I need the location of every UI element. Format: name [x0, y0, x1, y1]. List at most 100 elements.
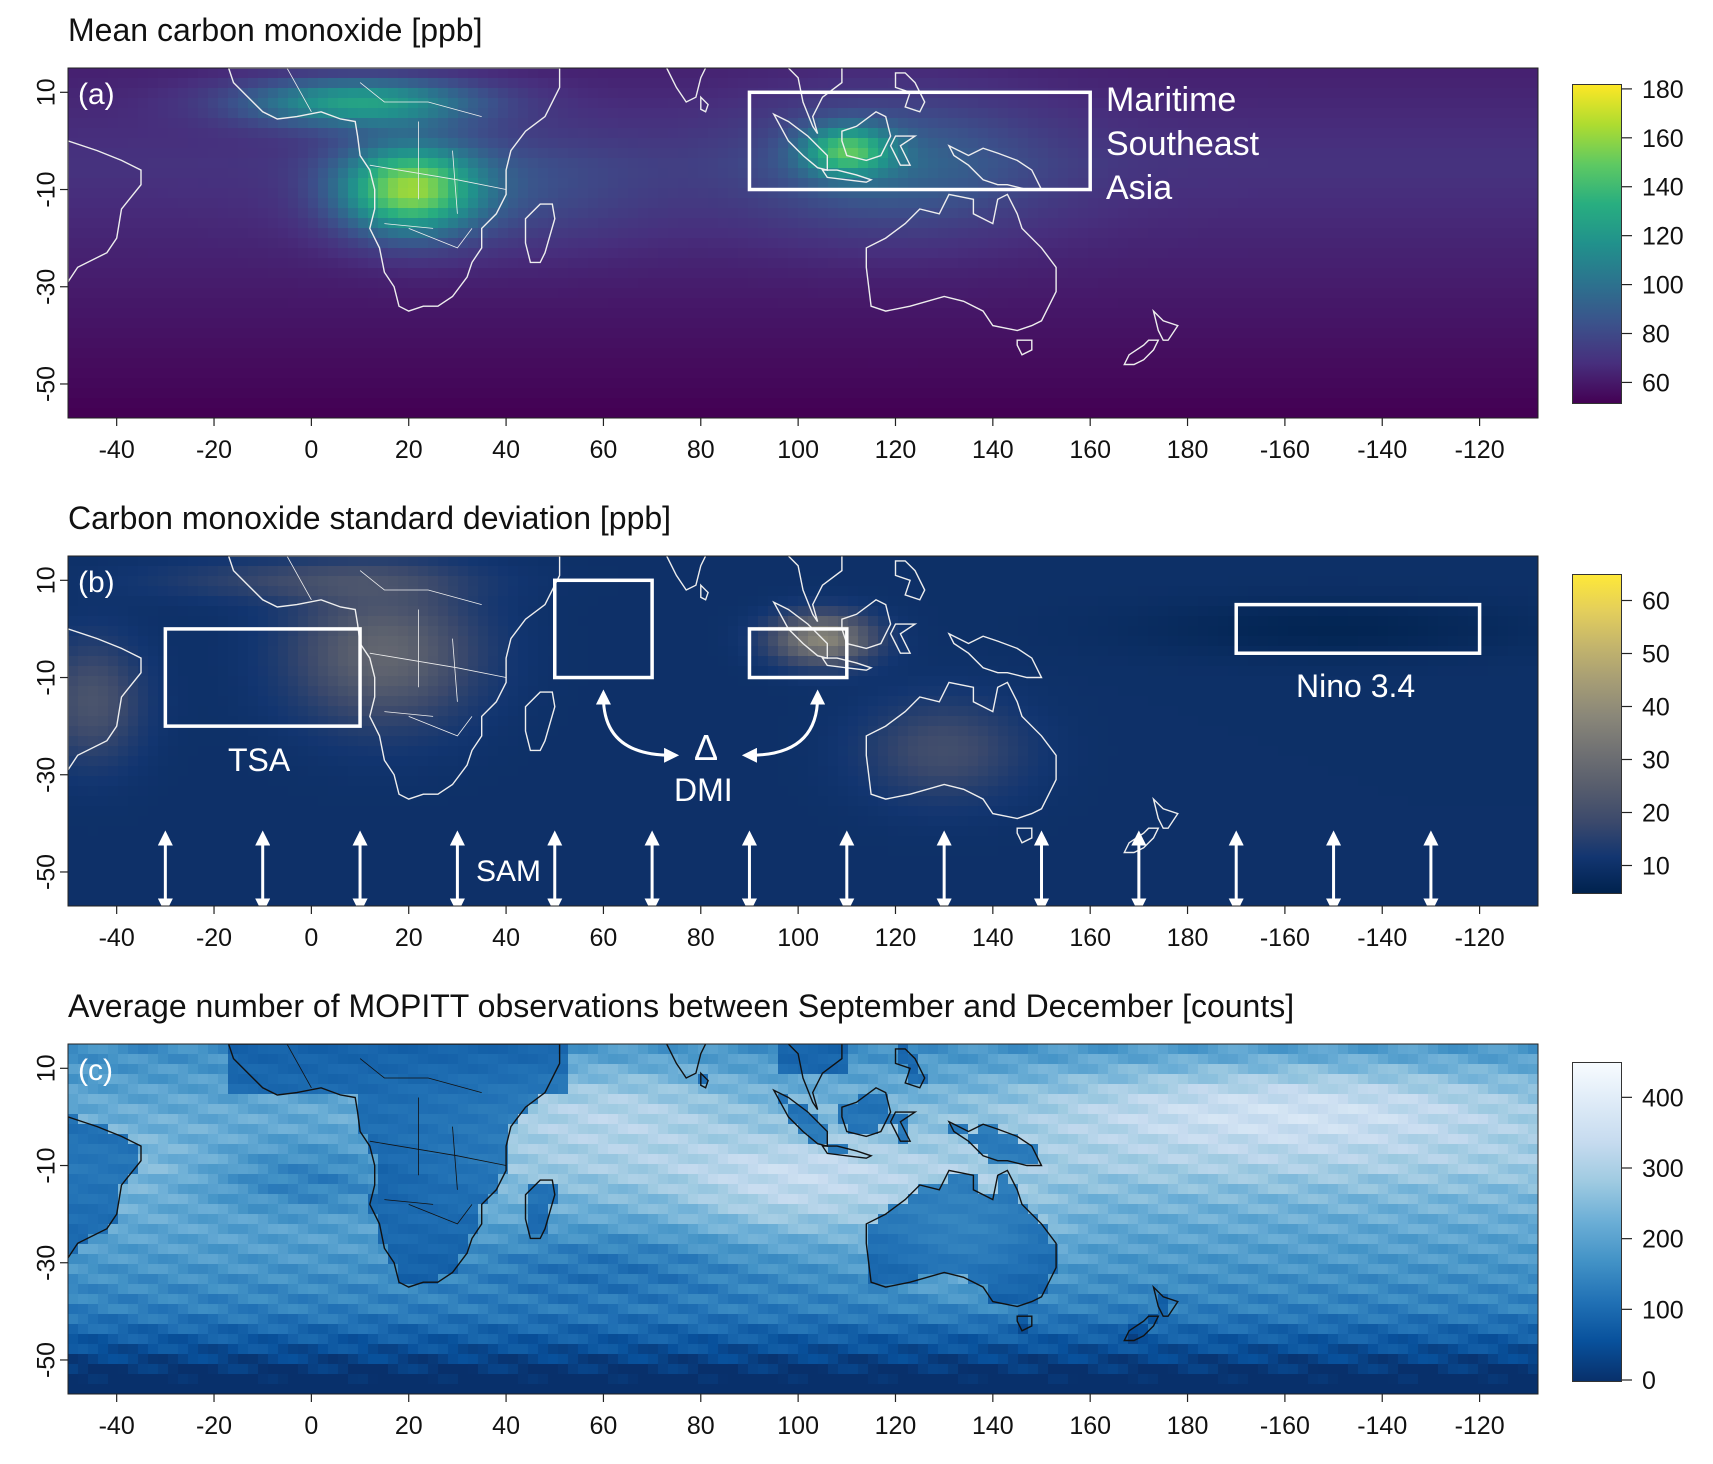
border-line: [369, 164, 507, 190]
region-box: [747, 627, 849, 680]
coastline-india: [666, 556, 707, 591]
coastline-africa: [227, 68, 561, 312]
x-tick-label: 40: [492, 924, 520, 952]
y-tick-label: -50: [33, 366, 61, 402]
x-tick-label: -140: [1357, 1412, 1407, 1440]
coastline-sulawesi: [889, 623, 918, 654]
panel-b-letter: (b): [78, 566, 115, 599]
x-tick-label: 140: [972, 436, 1014, 464]
x-tick-label: -40: [99, 1412, 135, 1440]
coastline-nzs: [1123, 1315, 1160, 1342]
y-tick-label: -30: [33, 269, 61, 305]
coastline-borneo: [841, 110, 892, 162]
x-tick-label: 100: [777, 436, 819, 464]
coastline-newguinea: [947, 1120, 1043, 1167]
coastline-africa: [227, 1044, 561, 1288]
x-tick-label: -140: [1357, 436, 1407, 464]
y-tick-label: -30: [33, 757, 61, 793]
y-tick-label: -30: [33, 1245, 61, 1281]
coastline-india: [666, 68, 707, 103]
coastline-australia: [865, 193, 1057, 332]
colorbar-tick-label: 30: [1642, 747, 1670, 775]
x-tick-label: -120: [1455, 436, 1505, 464]
panel-c-letter: (c): [78, 1054, 113, 1087]
colorbar-tick-label: 140: [1642, 174, 1684, 202]
colorbar-tick-label: 80: [1642, 321, 1670, 349]
label-delta: Δ: [694, 727, 719, 768]
colorbar-tick-label: 60: [1642, 588, 1670, 616]
coastline-madagascar: [524, 203, 556, 264]
x-tick-label: 100: [777, 1412, 819, 1440]
y-tick-label: 10: [33, 566, 61, 594]
coastline-samerica: [68, 140, 142, 284]
dmi-arrow-east: [741, 689, 826, 763]
colorbar-tick-label: 100: [1642, 1296, 1684, 1324]
colorbar-tick-label: 0: [1642, 1367, 1656, 1395]
x-tick-label: -40: [99, 436, 135, 464]
panel-b-title: Carbon monoxide standard deviation [ppb]: [68, 500, 672, 536]
y-tick-label: -50: [33, 1342, 61, 1378]
coastline-newguinea: [947, 632, 1043, 679]
label-maritime: Maritime: [1106, 81, 1237, 119]
x-tick-label: -20: [196, 1412, 232, 1440]
panel-a-title: Mean carbon monoxide [ppb]: [68, 12, 483, 48]
label-dmi: DMI: [674, 772, 733, 808]
coastline-java: [821, 1145, 873, 1159]
coastline-srilanka: [700, 95, 709, 113]
map-frame: [67, 67, 1539, 419]
x-tick-label: 0: [304, 436, 318, 464]
region-box: [1234, 602, 1482, 655]
panel-a-letter: (a): [78, 78, 115, 111]
coastline-nzn: [1152, 1284, 1179, 1317]
border-line: [452, 150, 458, 214]
colorbar-tick-label: 200: [1642, 1226, 1684, 1254]
border-line: [384, 223, 434, 229]
coastline-indochina: [787, 556, 843, 622]
border-line: [286, 556, 312, 600]
x-tick-label: -160: [1260, 924, 1310, 952]
x-tick-label: 60: [590, 924, 618, 952]
panel-a-colorbar: [1572, 84, 1622, 404]
x-tick-label: 20: [395, 924, 423, 952]
coastline-indochina: [787, 68, 843, 134]
label-tsa: TSA: [228, 742, 291, 778]
coastline-java: [821, 657, 873, 671]
x-tick-label: 160: [1069, 436, 1111, 464]
x-tick-label: 80: [687, 1412, 715, 1440]
x-tick-label: 20: [395, 1412, 423, 1440]
coastline-india: [666, 1044, 707, 1079]
colorbar-tick-label: 60: [1642, 369, 1670, 397]
region-box: [553, 578, 654, 680]
y-tick-label: -10: [33, 171, 61, 207]
x-tick-label: -20: [196, 924, 232, 952]
coastline-madagascar: [524, 691, 556, 752]
border-line: [286, 1044, 312, 1088]
label-sam: SAM: [476, 855, 542, 888]
coastline-philippines: [894, 72, 926, 113]
x-tick-label: 180: [1167, 1412, 1209, 1440]
map-frame: [67, 1043, 1539, 1395]
border-line: [384, 1199, 434, 1205]
panel-b-colorbar: [1572, 574, 1622, 894]
y-tick-label: -50: [33, 854, 61, 890]
border-line: [369, 652, 507, 678]
region-box: [163, 627, 362, 728]
border-line: [452, 638, 458, 702]
x-tick-label: 120: [875, 1412, 917, 1440]
x-tick-label: 120: [875, 924, 917, 952]
x-tick-label: -120: [1455, 924, 1505, 952]
y-tick-label: 10: [33, 1054, 61, 1082]
coastline-sulawesi: [889, 135, 918, 166]
x-tick-label: 60: [590, 436, 618, 464]
x-tick-label: -160: [1260, 1412, 1310, 1440]
panel-a-map: [68, 68, 1538, 418]
colorbar-tick-label: 10: [1642, 853, 1670, 881]
x-tick-label: 180: [1167, 436, 1209, 464]
colorbar-tick-label: 40: [1642, 694, 1670, 722]
region-box: [747, 90, 1092, 192]
x-tick-label: 160: [1069, 1412, 1111, 1440]
x-tick-label: 40: [492, 436, 520, 464]
coastline-indochina: [787, 1044, 843, 1110]
colorbar-tick-label: 180: [1642, 76, 1684, 104]
